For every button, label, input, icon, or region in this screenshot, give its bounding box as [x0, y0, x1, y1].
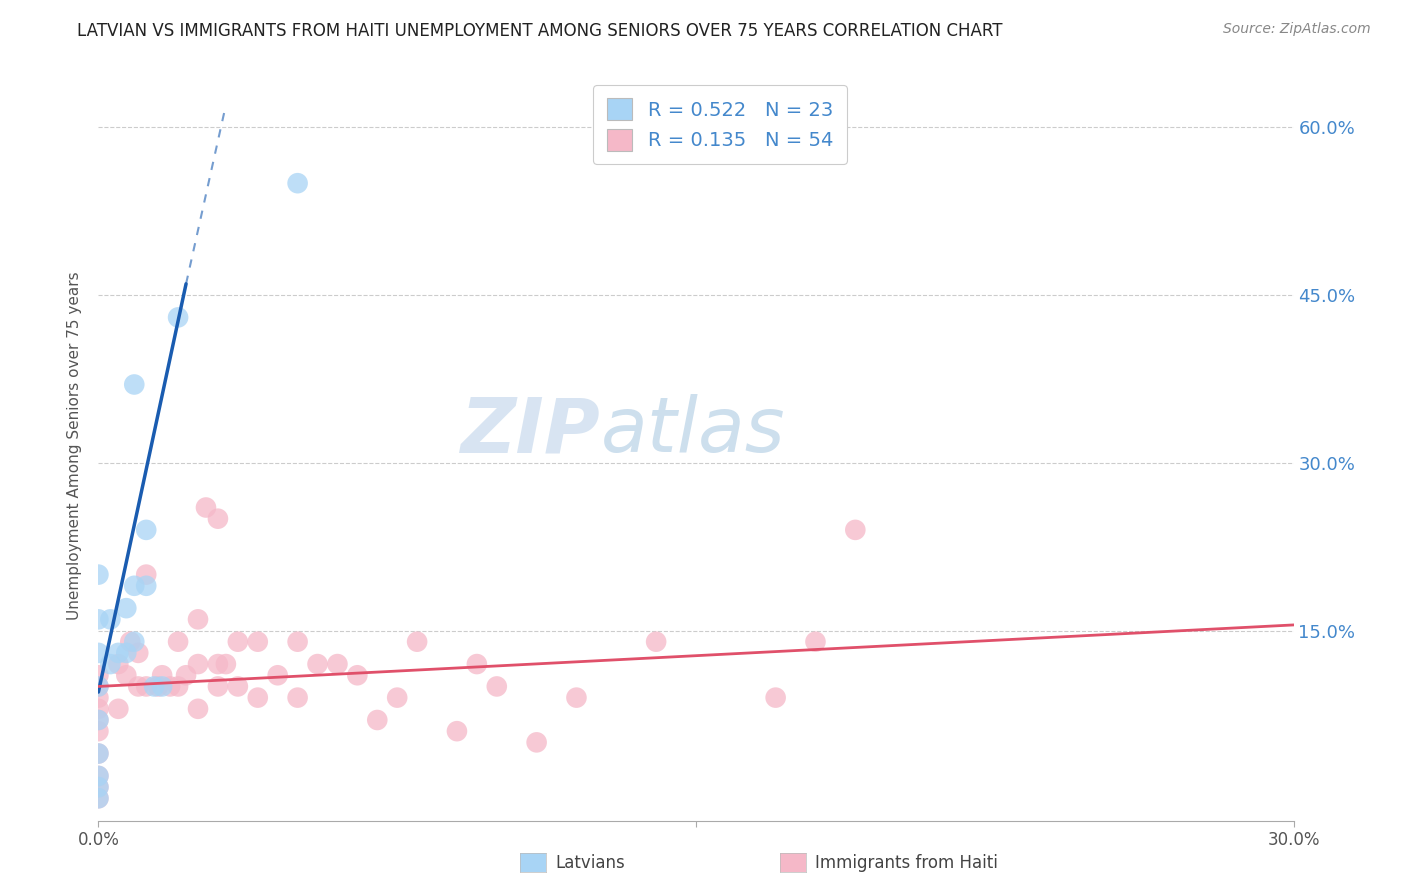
Point	[287, 176, 309, 190]
Point	[127, 646, 149, 660]
Point	[124, 377, 146, 392]
Point	[804, 634, 827, 648]
Point	[246, 634, 269, 648]
Point	[87, 612, 110, 626]
Point	[167, 310, 190, 325]
Point	[98, 657, 122, 671]
Point	[565, 690, 588, 705]
Point	[107, 657, 129, 671]
Point	[148, 680, 170, 694]
Point	[135, 567, 157, 582]
Point	[526, 735, 548, 749]
Point	[366, 713, 388, 727]
Point	[346, 668, 368, 682]
Point	[307, 657, 329, 671]
Point	[174, 668, 197, 682]
Point	[195, 500, 218, 515]
Point	[87, 713, 110, 727]
Point	[87, 668, 110, 682]
Text: atlas: atlas	[600, 394, 785, 468]
Y-axis label: Unemployment Among Seniors over 75 years: Unemployment Among Seniors over 75 years	[67, 272, 83, 620]
Point	[207, 511, 229, 525]
Point	[485, 680, 508, 694]
Point	[87, 646, 110, 660]
Legend: R = 0.522   N = 23, R = 0.135   N = 54: R = 0.522 N = 23, R = 0.135 N = 54	[593, 85, 846, 164]
Point	[645, 634, 668, 648]
Point	[87, 791, 110, 805]
Point	[87, 567, 110, 582]
Point	[246, 690, 269, 705]
Point	[844, 523, 866, 537]
Text: Immigrants from Haiti: Immigrants from Haiti	[815, 854, 998, 871]
Point	[446, 724, 468, 739]
Point	[765, 690, 787, 705]
Point	[115, 646, 138, 660]
Point	[167, 634, 190, 648]
Point	[135, 680, 157, 694]
Point	[115, 601, 138, 615]
Point	[207, 680, 229, 694]
Point	[87, 724, 110, 739]
Point	[87, 769, 110, 783]
Point	[187, 702, 209, 716]
Point	[135, 579, 157, 593]
Point	[187, 657, 209, 671]
Point	[107, 646, 129, 660]
Point	[87, 680, 110, 694]
Point	[124, 579, 146, 593]
Text: LATVIAN VS IMMIGRANTS FROM HAITI UNEMPLOYMENT AMONG SENIORS OVER 75 YEARS CORREL: LATVIAN VS IMMIGRANTS FROM HAITI UNEMPLO…	[77, 22, 1002, 40]
Point	[87, 769, 110, 783]
Point	[127, 680, 149, 694]
Point	[207, 657, 229, 671]
Point	[120, 634, 142, 648]
Point	[287, 634, 309, 648]
Point	[187, 612, 209, 626]
Point	[87, 702, 110, 716]
Point	[150, 680, 173, 694]
Text: Source: ZipAtlas.com: Source: ZipAtlas.com	[1223, 22, 1371, 37]
Point	[287, 690, 309, 705]
Point	[107, 702, 129, 716]
Point	[226, 634, 249, 648]
Point	[326, 657, 349, 671]
Point	[167, 680, 190, 694]
Point	[143, 680, 166, 694]
Point	[215, 657, 238, 671]
Point	[87, 713, 110, 727]
Point	[406, 634, 429, 648]
Point	[87, 747, 110, 761]
Point	[87, 780, 110, 794]
Point	[87, 747, 110, 761]
Point	[150, 668, 173, 682]
Point	[87, 680, 110, 694]
Point	[115, 668, 138, 682]
Text: ZIP: ZIP	[461, 394, 600, 468]
Point	[267, 668, 290, 682]
Point	[385, 690, 409, 705]
Point	[87, 780, 110, 794]
Point	[465, 657, 488, 671]
Point	[135, 523, 157, 537]
Point	[87, 690, 110, 705]
Text: Latvians: Latvians	[555, 854, 626, 871]
Point	[98, 612, 122, 626]
Point	[226, 680, 249, 694]
Point	[159, 680, 181, 694]
Point	[124, 634, 146, 648]
Point	[87, 791, 110, 805]
